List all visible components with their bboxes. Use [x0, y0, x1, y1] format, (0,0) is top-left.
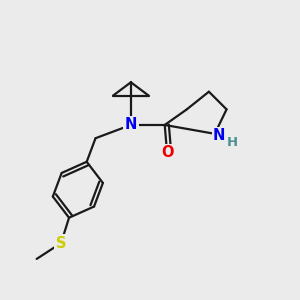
Text: N: N [125, 118, 137, 133]
Text: N: N [213, 128, 225, 143]
Text: S: S [56, 236, 66, 250]
Text: O: O [161, 146, 173, 160]
Text: H: H [227, 136, 238, 149]
